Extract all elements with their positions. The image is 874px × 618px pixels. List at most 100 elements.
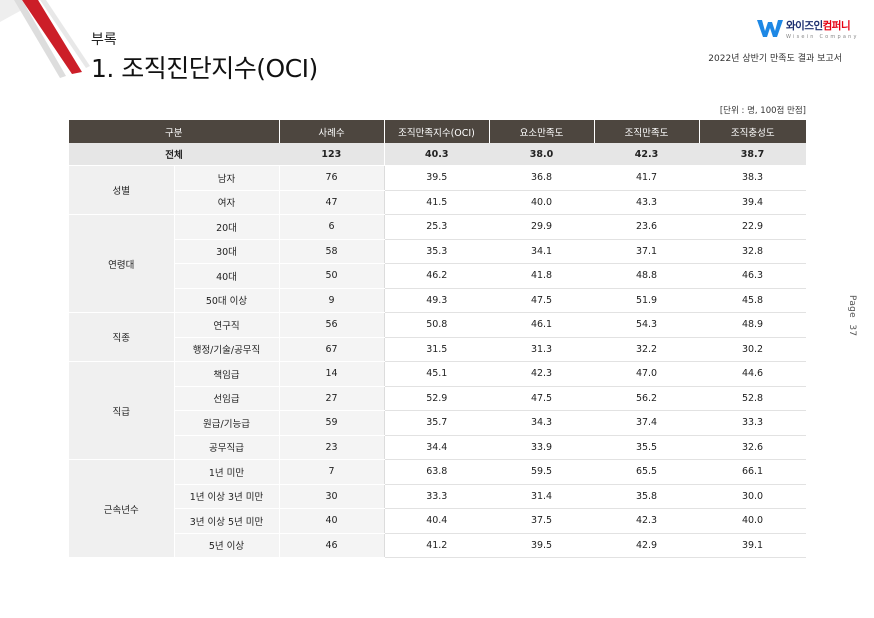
score-cell: 39.5 [489, 533, 595, 558]
score-cell: 41.2 [384, 533, 490, 558]
subgroup-label: 연구직 [174, 312, 280, 338]
score-cell: 42.9 [594, 533, 700, 558]
subgroup-label: 5년 이상 [174, 533, 280, 558]
score-cell: 30.0 [699, 484, 807, 509]
column-header: 조직충성도 [698, 120, 807, 143]
table-row: 5년 이상 46 41.2 39.5 42.9 39.1 [69, 533, 807, 558]
table-row: 선임급 27 52.9 47.5 56.2 52.8 [69, 386, 807, 411]
case-count: 40 [279, 508, 385, 534]
total-label: 전체 [69, 143, 280, 166]
table-row: 직급 책임급 14 45.1 42.3 47.0 44.6 [69, 361, 807, 460]
score-cell: 35.3 [384, 239, 490, 264]
table-row: 원급/기능급 59 35.7 34.3 37.4 33.3 [69, 410, 807, 436]
unit-note: [단위 : 명, 100점 만점] [719, 106, 806, 116]
total-value: 42.3 [594, 143, 700, 166]
subgroup-label: 책임급 [174, 361, 280, 387]
group-label: 직종 [69, 312, 175, 362]
case-count: 59 [279, 410, 385, 436]
score-cell: 35.7 [384, 410, 490, 436]
score-cell: 45.8 [699, 288, 807, 313]
score-cell: 33.9 [489, 435, 595, 460]
score-cell: 46.3 [699, 263, 807, 289]
score-cell: 59.5 [489, 459, 595, 485]
table-row: 성별 남자 76 39.5 36.8 41.7 38.3 [69, 165, 807, 215]
subgroup-label: 남자 [174, 165, 280, 191]
subgroup-label: 선임급 [174, 386, 280, 411]
subgroup-label: 행정/기술/공무직 [174, 337, 280, 362]
report-title: 2022년 상반기 만족도 결과 보고서 [708, 54, 842, 64]
score-cell: 32.2 [594, 337, 700, 362]
score-cell: 45.1 [384, 361, 490, 387]
total-value: 38.0 [489, 143, 595, 166]
appendix-label: 부록 [91, 32, 117, 48]
subgroup-label: 1년 이상 3년 미만 [174, 484, 280, 509]
oci-table: 구분 사례수 조직만족지수(OCI) 요소만족도 조직만족도 조직충성도 전체 … [69, 120, 807, 558]
subgroup-label: 원급/기능급 [174, 410, 280, 436]
score-cell: 52.8 [699, 386, 807, 411]
score-cell: 31.4 [489, 484, 595, 509]
page-number: Page 37 [847, 295, 857, 336]
case-count: 47 [279, 190, 385, 215]
score-cell: 35.8 [594, 484, 700, 509]
score-cell: 66.1 [699, 459, 807, 485]
score-cell: 39.4 [699, 190, 807, 215]
table-row: 30대 58 35.3 34.1 37.1 32.8 [69, 239, 807, 264]
score-cell: 34.4 [384, 435, 490, 460]
score-cell: 44.6 [699, 361, 807, 387]
column-header: 사례수 [278, 120, 385, 143]
score-cell: 37.1 [594, 239, 700, 264]
score-cell: 34.3 [489, 410, 595, 436]
score-cell: 65.5 [594, 459, 700, 485]
subgroup-label: 여자 [174, 190, 280, 215]
score-cell: 47.0 [594, 361, 700, 387]
subgroup-label: 40대 [174, 263, 280, 289]
table-row: 3년 이상 5년 미만 40 40.4 37.5 42.3 40.0 [69, 508, 807, 534]
column-header: 조직만족도 [593, 120, 700, 143]
score-cell: 37.4 [594, 410, 700, 436]
score-cell: 40.0 [699, 508, 807, 534]
total-row: 전체 123 40.3 38.0 42.3 38.7 [69, 143, 807, 166]
table-body: 전체 123 40.3 38.0 42.3 38.7 성별 남자 76 39.5 36.… [69, 143, 807, 558]
group-label: 근속년수 [69, 459, 175, 558]
score-cell: 25.3 [384, 214, 490, 240]
score-cell: 23.6 [594, 214, 700, 240]
score-cell: 40.4 [384, 508, 490, 534]
case-count: 56 [279, 312, 385, 338]
w-logo-icon [757, 20, 783, 37]
score-cell: 39.1 [699, 533, 807, 558]
case-count: 46 [279, 533, 385, 558]
column-header: 조직만족지수(OCI) [383, 120, 490, 143]
corner-stripe-decoration [0, 0, 90, 78]
score-cell: 41.7 [594, 165, 700, 191]
score-cell: 56.2 [594, 386, 700, 411]
table-row: 40대 50 46.2 41.8 48.8 46.3 [69, 263, 807, 289]
table-row: 여자 47 41.5 40.0 43.3 39.4 [69, 190, 807, 215]
score-cell: 37.5 [489, 508, 595, 534]
column-header: 구분 [69, 120, 280, 143]
score-cell: 47.5 [489, 288, 595, 313]
table-row: 공무직급 23 34.4 33.9 35.5 32.6 [69, 435, 807, 460]
score-cell: 33.3 [699, 410, 807, 436]
total-value: 38.7 [699, 143, 807, 166]
table-row: 연령대 20대 6 25.3 29.9 23.6 22.9 [69, 214, 807, 313]
score-cell: 54.3 [594, 312, 700, 338]
score-cell: 51.9 [594, 288, 700, 313]
score-cell: 40.0 [489, 190, 595, 215]
score-cell: 50.8 [384, 312, 490, 338]
score-cell: 33.3 [384, 484, 490, 509]
group-label: 직급 [69, 361, 175, 460]
score-cell: 34.1 [489, 239, 595, 264]
logo-english: Wisein Company [786, 34, 859, 40]
case-count: 67 [279, 337, 385, 362]
table-row: 행정/기술/공무직 67 31.5 31.3 32.2 30.2 [69, 337, 807, 362]
score-cell: 32.8 [699, 239, 807, 264]
score-cell: 35.5 [594, 435, 700, 460]
score-cell: 41.8 [489, 263, 595, 289]
case-count: 6 [279, 214, 385, 240]
subgroup-label: 30대 [174, 239, 280, 264]
column-header: 요소만족도 [488, 120, 595, 143]
score-cell: 31.5 [384, 337, 490, 362]
subgroup-label: 공무직급 [174, 435, 280, 460]
logo-name-accent: 컴퍼니 [822, 20, 851, 32]
subgroup-label: 1년 미만 [174, 459, 280, 485]
